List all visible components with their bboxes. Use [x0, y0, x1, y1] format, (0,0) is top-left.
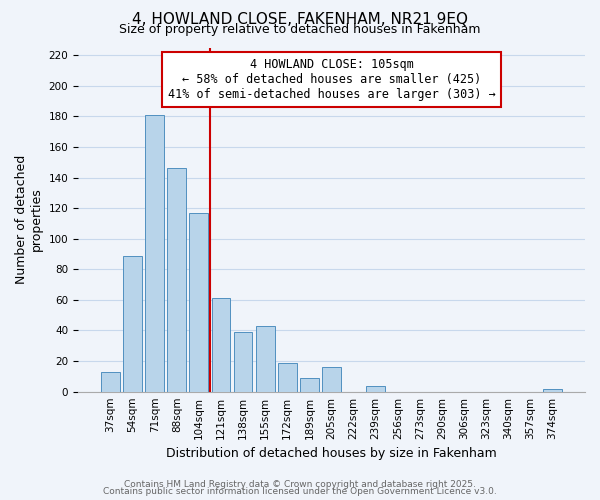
Text: Contains HM Land Registry data © Crown copyright and database right 2025.: Contains HM Land Registry data © Crown c…	[124, 480, 476, 489]
Text: 4 HOWLAND CLOSE: 105sqm
← 58% of detached houses are smaller (425)
41% of semi-d: 4 HOWLAND CLOSE: 105sqm ← 58% of detache…	[167, 58, 496, 101]
Bar	[367, 386, 385, 392]
X-axis label: Distribution of detached houses by size in Fakenham: Distribution of detached houses by size …	[166, 447, 497, 460]
Bar	[101, 372, 120, 392]
Y-axis label: Number of detached
properties: Number of detached properties	[15, 155, 43, 284]
Bar	[278, 362, 296, 392]
Bar	[322, 367, 341, 392]
Bar	[145, 115, 164, 392]
Bar	[123, 256, 142, 392]
Bar	[256, 326, 275, 392]
Bar	[190, 212, 208, 392]
Bar	[300, 378, 319, 392]
Bar	[212, 298, 230, 392]
Text: 4, HOWLAND CLOSE, FAKENHAM, NR21 9EQ: 4, HOWLAND CLOSE, FAKENHAM, NR21 9EQ	[132, 12, 468, 28]
Text: Size of property relative to detached houses in Fakenham: Size of property relative to detached ho…	[119, 22, 481, 36]
Bar	[543, 388, 562, 392]
Bar	[167, 168, 186, 392]
Text: Contains public sector information licensed under the Open Government Licence v3: Contains public sector information licen…	[103, 487, 497, 496]
Bar	[234, 332, 253, 392]
